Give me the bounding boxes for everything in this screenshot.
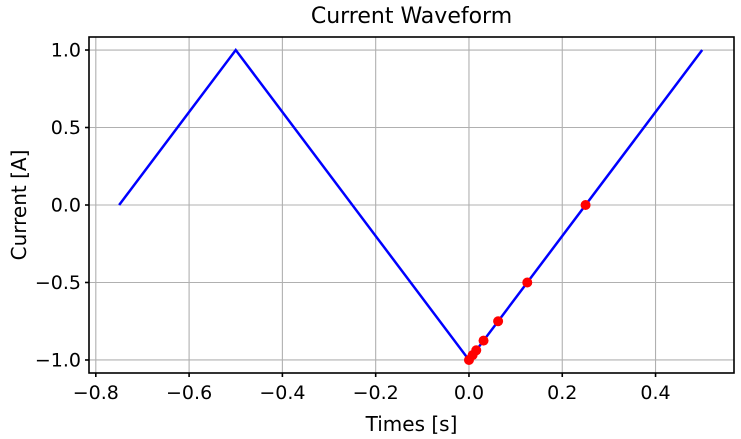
chart-title: Current Waveform: [310, 4, 513, 29]
sample-point: [493, 316, 504, 327]
x-tick-label: 0.2: [547, 382, 577, 404]
y-tick-label: −0.5: [35, 272, 81, 294]
y-tick-label: 0.5: [51, 117, 81, 139]
x-tick-label: −0.2: [353, 382, 399, 404]
sample-point: [580, 200, 591, 210]
sample-point: [478, 335, 489, 346]
y-tick-label: −1.0: [35, 349, 81, 371]
x-tick-label: 0.0: [454, 382, 484, 404]
x-tick-label: −0.8: [73, 382, 119, 404]
sample-point: [463, 354, 474, 365]
x-axis-label: Times [s]: [365, 412, 458, 436]
x-tick-label: −0.4: [259, 382, 305, 404]
x-tick-label: −0.6: [166, 382, 212, 404]
x-tick-label: 0.4: [640, 382, 670, 404]
y-tick-label: 0.0: [51, 195, 81, 217]
y-axis-label: Current [A]: [7, 149, 31, 261]
sample-point: [522, 277, 533, 288]
y-tick-label: 1.0: [51, 40, 81, 62]
